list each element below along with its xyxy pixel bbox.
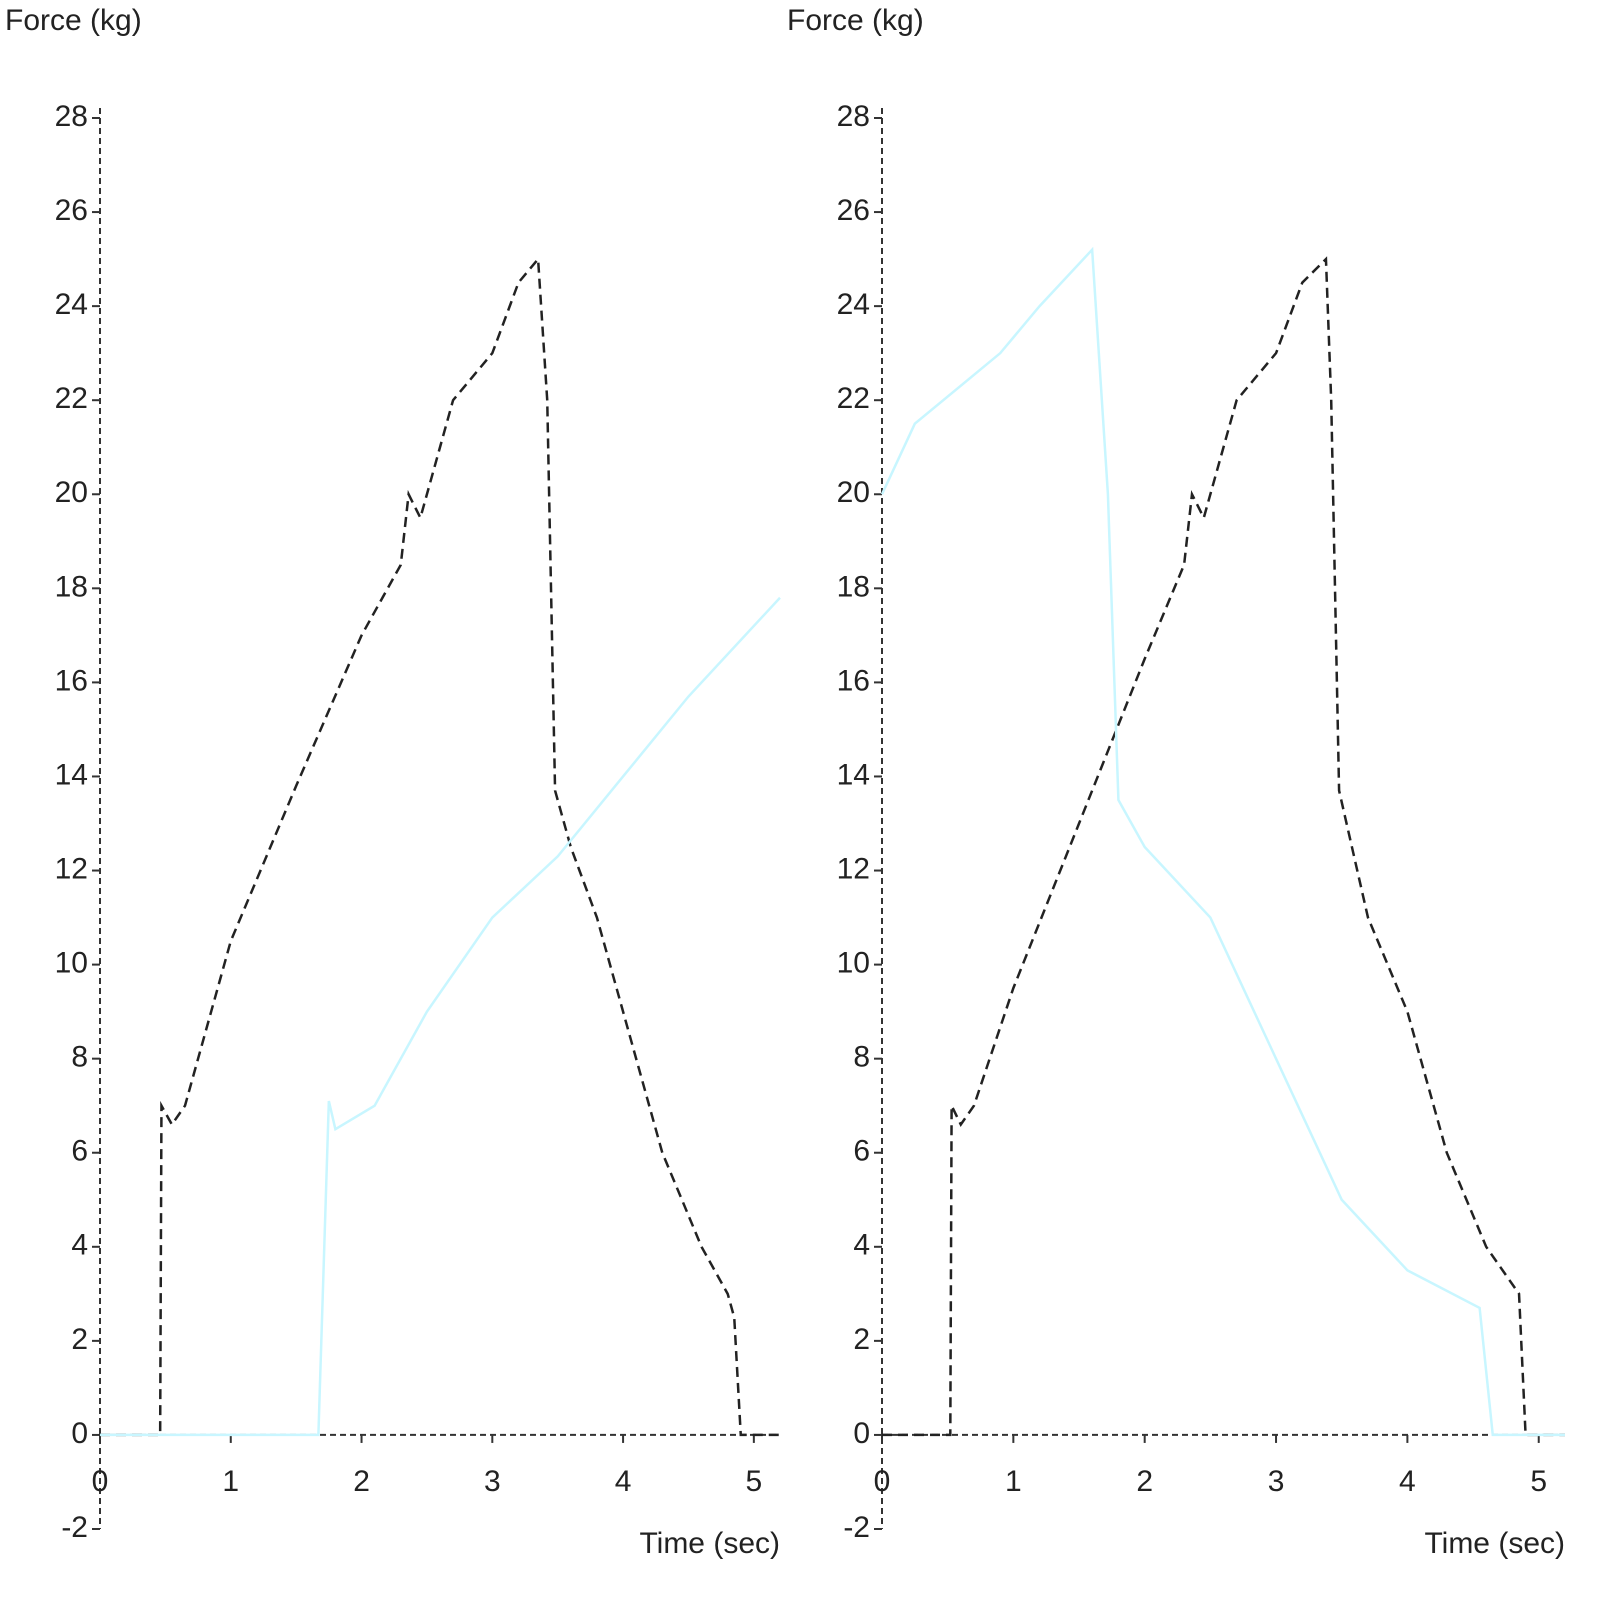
y-tick-label: 14 xyxy=(837,758,870,791)
y-tick-label: 24 xyxy=(837,288,870,321)
y-tick-label: 10 xyxy=(837,947,870,980)
y-tick-label: 28 xyxy=(837,100,870,133)
y-tick-label: 6 xyxy=(853,1135,870,1168)
x-tick-label: 5 xyxy=(746,1465,763,1498)
y-tick-label: 16 xyxy=(837,664,870,697)
y-tick-label: 18 xyxy=(837,570,870,603)
y-tick-label: 2 xyxy=(71,1323,88,1356)
x-tick-label: 2 xyxy=(1136,1465,1153,1498)
x-tick-label: 3 xyxy=(1268,1465,1285,1498)
y-tick-label: 4 xyxy=(853,1229,870,1262)
y-tick-label: 2 xyxy=(853,1323,870,1356)
y-tick-label: 20 xyxy=(837,476,870,509)
y-tick-label: 22 xyxy=(55,382,88,415)
x-tick-label: 0 xyxy=(92,1465,109,1498)
x-tick-label: 2 xyxy=(353,1465,370,1498)
x-tick-label: 5 xyxy=(1530,1465,1547,1498)
y-tick-label: 0 xyxy=(71,1417,88,1450)
y-tick-label: 0 xyxy=(853,1417,870,1450)
x-tick-label: 0 xyxy=(874,1465,891,1498)
y-axis-title: Force (kg) xyxy=(5,4,142,37)
y-tick-label: 8 xyxy=(853,1041,870,1074)
y-axis-title: Force (kg) xyxy=(787,4,924,37)
y-tick-label: 16 xyxy=(55,664,88,697)
y-tick-label: 28 xyxy=(55,100,88,133)
x-axis-title: Time (sec) xyxy=(639,1527,780,1560)
y-tick-label: 26 xyxy=(55,194,88,227)
y-tick-label: 18 xyxy=(55,570,88,603)
y-tick-label: 22 xyxy=(837,382,870,415)
y-tick-label: 20 xyxy=(55,476,88,509)
y-tick-label: 8 xyxy=(71,1041,88,1074)
y-tick-label: 12 xyxy=(837,852,870,885)
y-tick-label: -2 xyxy=(61,1511,88,1544)
series-line xyxy=(100,255,780,1437)
y-tick-label: 24 xyxy=(55,288,88,321)
series-line xyxy=(882,256,1565,1437)
y-tick-label: 26 xyxy=(837,194,870,227)
y-tick-label: 6 xyxy=(71,1135,88,1168)
y-tick-label: 10 xyxy=(55,947,88,980)
x-axis-title: Time (sec) xyxy=(1424,1527,1565,1560)
y-tick-label: 14 xyxy=(55,758,88,791)
x-tick-label: 4 xyxy=(615,1465,632,1498)
series-line xyxy=(100,596,781,1437)
series-line xyxy=(880,246,1565,1437)
y-tick-label: 12 xyxy=(55,852,88,885)
y-tick-label: 4 xyxy=(71,1229,88,1262)
x-tick-label: 1 xyxy=(222,1465,239,1498)
y-tick-label: -2 xyxy=(843,1511,870,1544)
x-tick-label: 3 xyxy=(484,1465,501,1498)
x-tick-label: 4 xyxy=(1399,1465,1416,1498)
x-tick-label: 1 xyxy=(1005,1465,1022,1498)
